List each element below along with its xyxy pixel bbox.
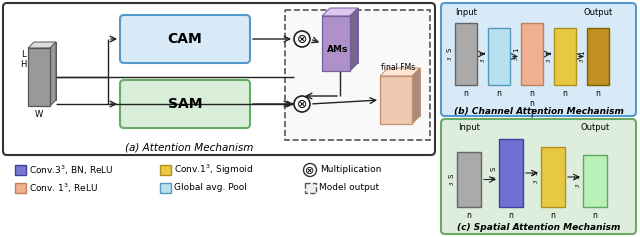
FancyBboxPatch shape [120,15,250,63]
Bar [457,152,481,207]
Text: 1: 1 [546,50,552,55]
Bar [488,28,510,85]
Text: 3: 3 [492,175,497,179]
Text: Input: Input [455,8,477,17]
Text: Multiplication: Multiplication [320,165,381,174]
Text: Conv.3$^3$, BN, ReLU: Conv.3$^3$, BN, ReLU [29,163,114,177]
Text: 3: 3 [514,56,519,60]
Text: (c) Spatial Attention Mechanism: (c) Spatial Attention Mechanism [457,223,620,232]
Text: n: n [463,89,468,98]
Bar [541,147,565,207]
Text: S: S [533,171,539,175]
Text: H: H [20,59,26,68]
FancyBboxPatch shape [441,119,636,234]
Text: n: n [550,211,556,220]
Text: Model output: Model output [319,183,379,192]
Text: n: n [593,211,597,220]
Bar [322,16,350,71]
Text: (b) Channel Attention Mechanism: (b) Channel Attention Mechanism [454,106,623,115]
Polygon shape [412,68,420,124]
Text: SAM: SAM [168,97,202,111]
Bar [305,183,316,193]
Bar [380,76,412,124]
Text: 3: 3 [450,182,455,185]
Polygon shape [350,8,358,71]
Text: 1: 1 [480,50,486,55]
Bar [388,68,420,116]
Polygon shape [380,68,420,76]
Bar [455,23,477,85]
Text: n: n [563,89,568,98]
Text: ⊗: ⊗ [297,33,307,46]
Text: ⊗: ⊗ [297,98,307,111]
Text: n: n [596,89,600,98]
Text: W: W [35,109,43,118]
Text: Input: Input [458,123,480,132]
Bar [160,183,171,193]
Text: S: S [449,173,455,178]
Text: Global avg. Pool: Global avg. Pool [174,183,247,192]
Text: Conv. 1$^3$, ReLU: Conv. 1$^3$, ReLU [29,181,98,195]
Bar [587,28,609,85]
Text: S: S [575,175,581,179]
Bar [160,165,171,175]
FancyBboxPatch shape [120,80,250,128]
Text: ⊗: ⊗ [305,165,315,176]
Bar [28,48,50,106]
Text: 1: 1 [513,48,519,52]
FancyBboxPatch shape [3,3,435,155]
Text: S: S [491,167,497,171]
Bar [521,23,543,85]
Text: n: n [529,99,534,108]
Text: 3: 3 [547,59,552,62]
Text: 3: 3 [534,179,539,183]
Bar [499,139,523,207]
Text: Output: Output [580,123,610,132]
Polygon shape [28,42,56,48]
Circle shape [294,96,310,112]
Bar [15,183,26,193]
Text: 3: 3 [481,59,486,62]
Text: 3: 3 [576,183,581,187]
Text: n: n [529,89,534,98]
Text: final FMs: final FMs [381,64,415,73]
Circle shape [294,31,310,47]
Text: AMs: AMs [327,45,349,54]
Text: L: L [20,50,26,59]
Polygon shape [50,42,56,106]
Text: CAM: CAM [168,32,202,46]
Text: –: – [530,105,534,114]
Text: S: S [447,48,453,52]
Bar [554,28,576,85]
Polygon shape [322,8,358,16]
Text: n: n [509,211,513,220]
Text: n: n [497,89,501,98]
Text: Conv.1$^3$, Sigmoid: Conv.1$^3$, Sigmoid [174,163,253,177]
Text: (a) Attention Mechanism: (a) Attention Mechanism [125,142,253,152]
Text: 3: 3 [448,56,453,60]
FancyBboxPatch shape [441,3,636,116]
Text: r: r [531,111,534,120]
Bar [583,155,607,207]
Bar [34,42,56,100]
Text: Output: Output [584,8,612,17]
Bar [15,165,26,175]
Bar [285,10,430,140]
Text: n: n [467,211,472,220]
Circle shape [303,164,317,177]
Text: 1: 1 [579,50,585,55]
Bar [330,8,358,63]
Text: 3: 3 [580,59,585,62]
